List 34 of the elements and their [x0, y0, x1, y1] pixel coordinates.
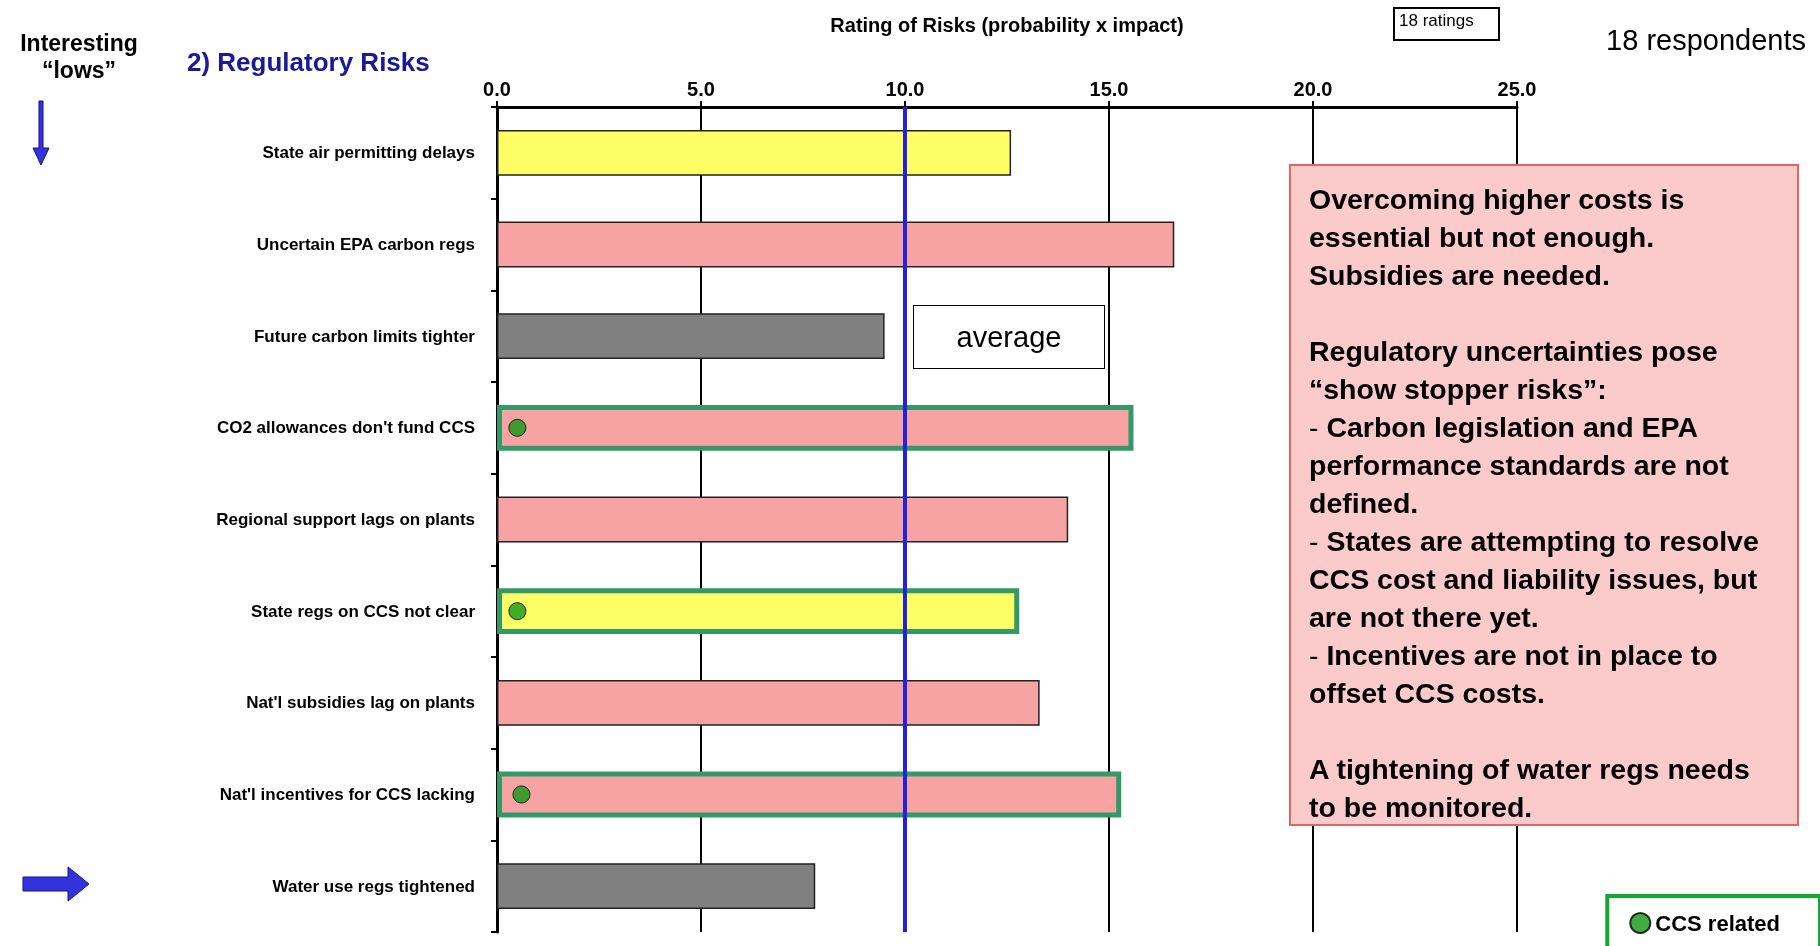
bar: [497, 863, 816, 910]
x-tick-label: 25.0: [1497, 78, 1537, 100]
x-tick-label: 15.0: [1089, 78, 1129, 100]
y-tick-label: State regs on CCS not clear: [251, 601, 476, 621]
bar: [497, 496, 1069, 543]
x-tick-label: 0.0: [483, 78, 511, 100]
y-tick-label: Regional support lags on plants: [216, 510, 475, 529]
x-tick-label: 5.0: [687, 78, 715, 100]
annotation: Regulatory uncertainties pose “show stopper risks”:: [1309, 334, 1719, 407]
y-tick-label: Nat'l subsidies lag on plants: [246, 693, 475, 713]
bar: [497, 679, 1040, 726]
ref-line-label: average: [913, 305, 1105, 370]
annotation: - Carbon legislation and EPA performance standards are not defined.: [1309, 410, 1730, 521]
annotation: Overcoming higher costs is essential but not enough. Subsidies are needed.: [1309, 182, 1686, 293]
y-tick-label: Uncertain EPA carbon regs: [256, 235, 475, 254]
bar: [497, 129, 1012, 176]
bar: [497, 313, 885, 360]
chart-title: 2) Regulatory Risks: [187, 47, 430, 77]
text: 18 ratings: [1393, 7, 1500, 41]
bar: [497, 221, 1175, 268]
annotation: - States are attempting to resolve CCS cost and liability issues, but are not there yet.: [1309, 524, 1760, 635]
y-tick-label: Water use regs tightened: [272, 876, 475, 896]
annotation: A tightening of water regs needs to be monitored.: [1309, 752, 1751, 825]
y-tick-label: Future carbon limits tighter: [253, 326, 476, 346]
y-tick-label: CO2 allowances don't fund CCS: [216, 418, 475, 438]
text: 18 respondents: [1606, 24, 1806, 57]
y-tick-label: State air permitting delays: [262, 143, 475, 163]
legend-label: CCS related: [1655, 910, 1781, 936]
text: Interesting “lows”: [19, 30, 139, 84]
annotation: - Incentives are not in place to offset CCS costs.: [1309, 638, 1719, 711]
x-axis-title: Rating of Risks (probability x impact): [830, 14, 1184, 36]
x-tick-label: 20.0: [1293, 78, 1333, 100]
x-tick-label: 10.0: [885, 78, 925, 100]
y-tick-label: Nat'l incentives for CCS lacking: [219, 785, 475, 804]
